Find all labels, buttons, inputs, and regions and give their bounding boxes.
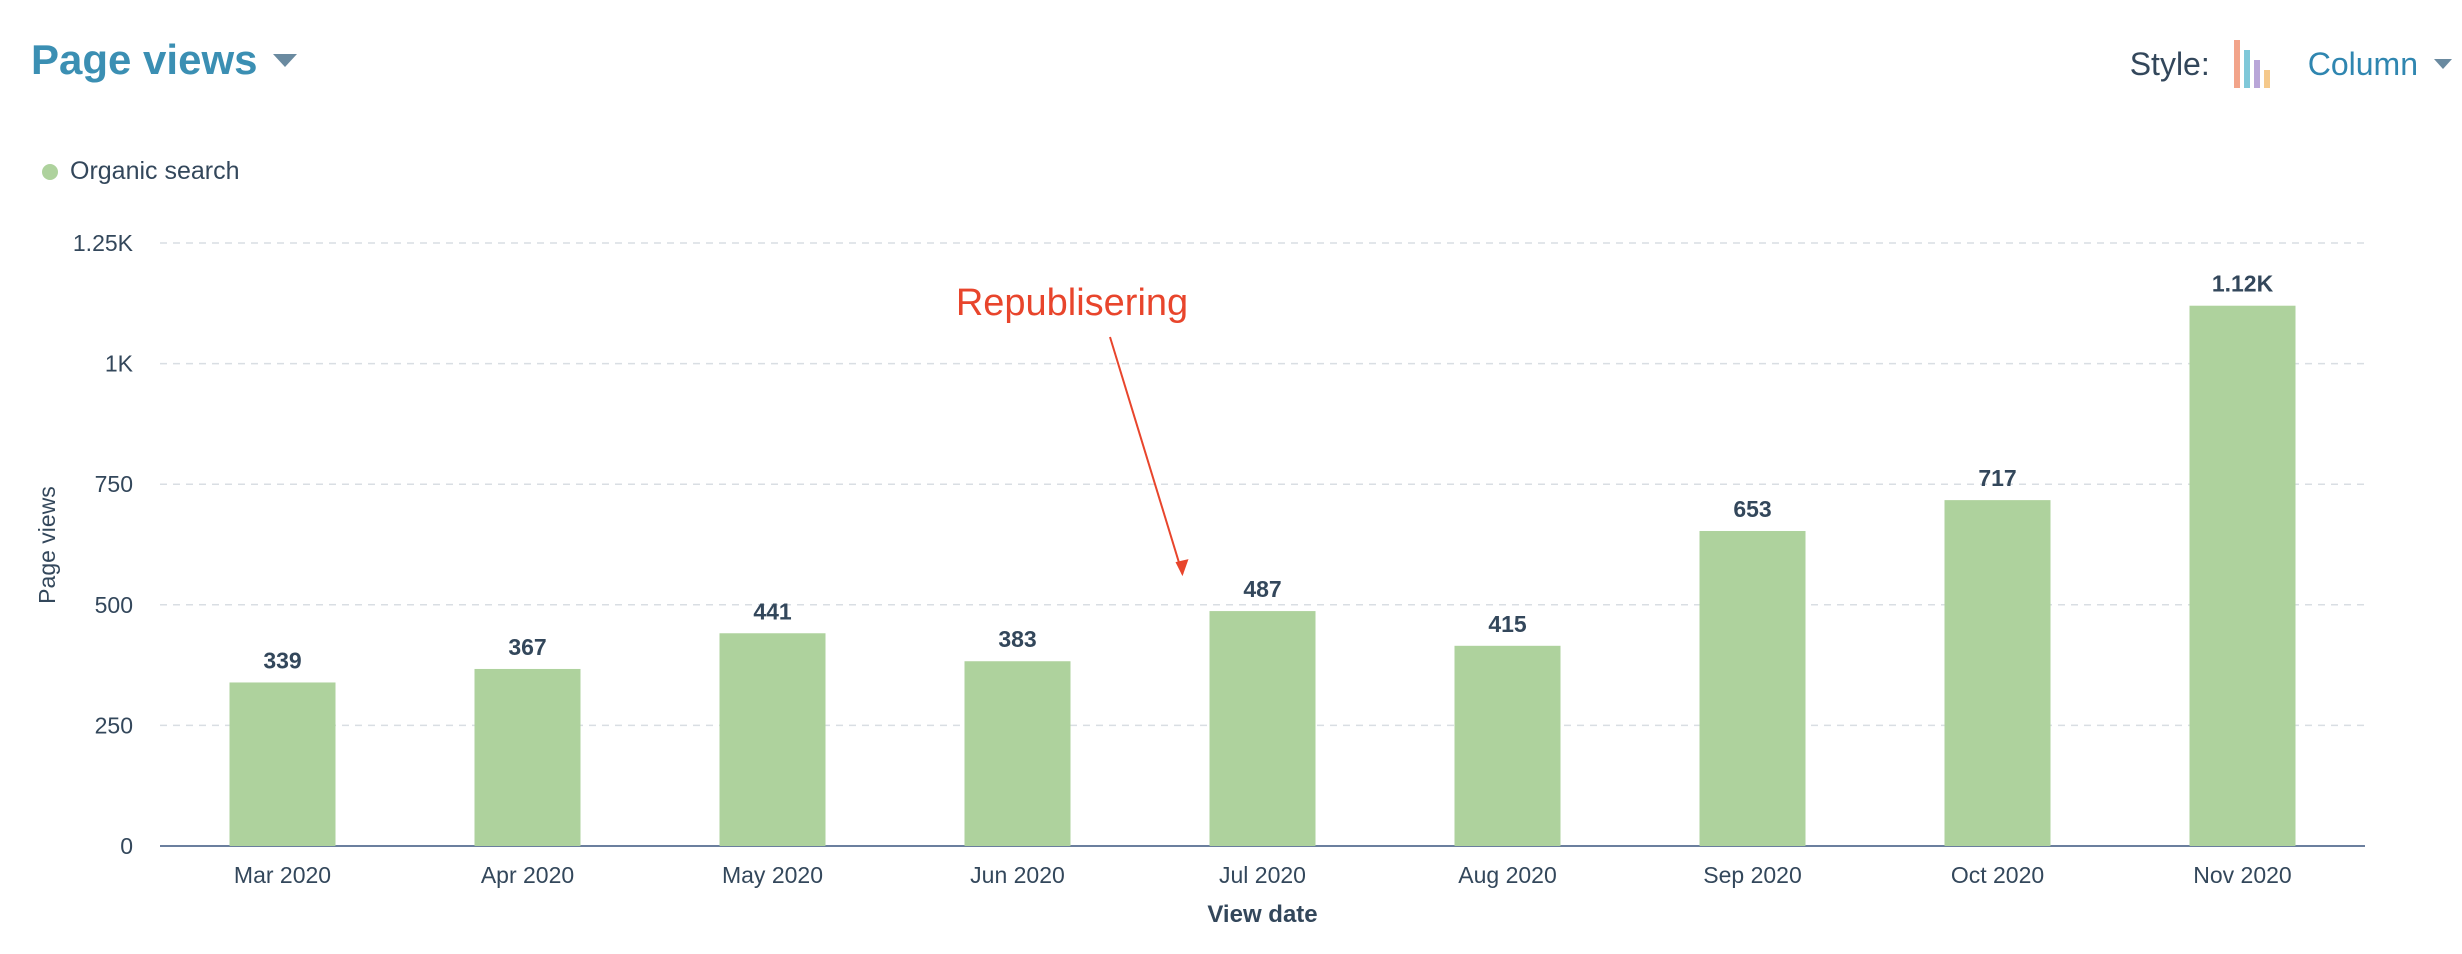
x-tick-label: Sep 2020 (1703, 862, 1801, 888)
data-label: 717 (1978, 465, 2016, 491)
data-label: 415 (1488, 611, 1527, 637)
annotation-arrow (1109, 336, 1184, 575)
style-switcher: Style: Column (2130, 38, 2452, 90)
chevron-down-icon (273, 53, 298, 67)
metric-selector[interactable]: Page views (31, 36, 298, 84)
style-label: Style: (2129, 45, 2210, 82)
chart-legend: Organic search (42, 157, 240, 186)
bar (1699, 530, 1806, 846)
x-tick-label: Jun 2020 (970, 862, 1065, 888)
data-label: 1.12K (2212, 271, 2274, 297)
y-tick-label: 250 (95, 712, 133, 738)
y-tick-label: 1.25K (73, 230, 134, 256)
x-tick-label: May 2020 (722, 862, 823, 888)
x-tick-label: Mar 2020 (234, 862, 331, 888)
bar (229, 682, 336, 846)
data-label: 441 (753, 598, 792, 624)
x-tick-label: Aug 2020 (1458, 862, 1556, 888)
chevron-down-icon (2434, 59, 2452, 69)
bar (474, 668, 581, 846)
x-tick-label: Apr 2020 (481, 862, 574, 888)
annotation-arrowhead (1175, 559, 1189, 577)
data-label: 487 (1243, 576, 1281, 602)
legend-swatch (42, 163, 58, 180)
x-tick-label: Oct 2020 (1951, 862, 2044, 888)
data-label: 367 (508, 634, 546, 660)
x-tick-label: Nov 2020 (2193, 862, 2291, 888)
y-tick-label: 1K (105, 351, 134, 377)
bar (1944, 500, 2051, 846)
y-tick-label: 750 (95, 471, 133, 497)
data-label: 339 (263, 647, 301, 673)
data-label: 653 (1733, 496, 1771, 522)
bar (2189, 305, 2296, 846)
chart-style-dropdown[interactable]: Column (2308, 46, 2452, 83)
column-chart-icon (2233, 40, 2270, 88)
y-tick-label: 500 (95, 592, 133, 618)
bar (1454, 645, 1561, 846)
data-label: 383 (998, 626, 1036, 652)
x-tick-label: Jul 2020 (1219, 862, 1306, 888)
bar (719, 633, 826, 846)
x-axis-title: View date (1207, 901, 1317, 928)
legend-label: Organic search (70, 157, 240, 185)
y-tick-label: 0 (120, 833, 133, 859)
annotation-text: Republisering (956, 282, 1188, 324)
bar (964, 661, 1071, 846)
metric-title: Page views (31, 36, 258, 83)
chart-style-value: Column (2307, 45, 2418, 82)
bar (1209, 611, 1316, 846)
y-axis-title: Page views (34, 486, 60, 604)
